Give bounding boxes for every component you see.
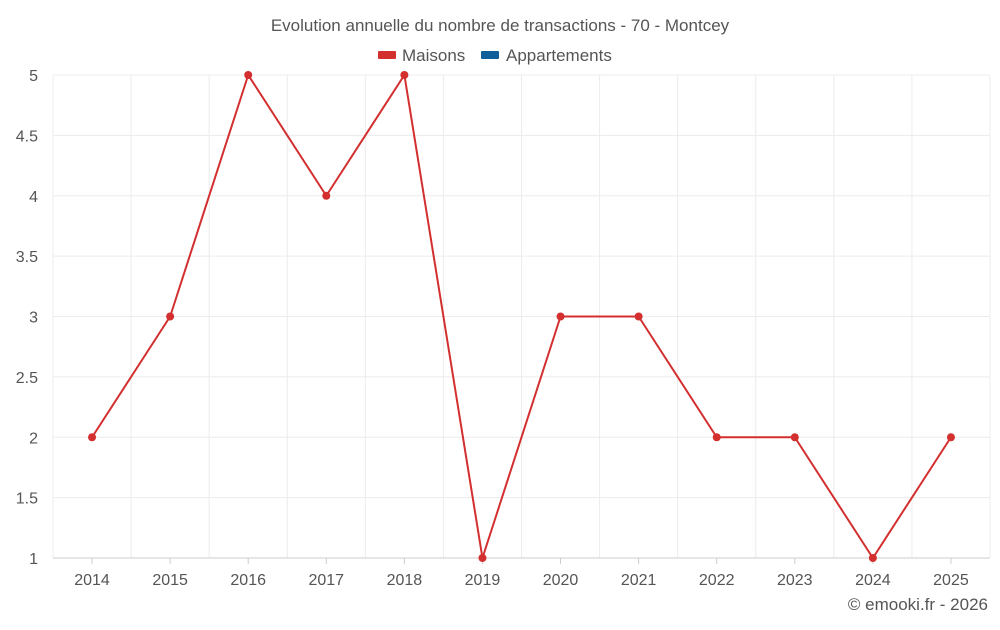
y-tick-label: 4: [29, 189, 38, 206]
data-point[interactable]: [322, 191, 331, 200]
legend-item-maisons[interactable]: Maisons: [378, 46, 465, 65]
series-group: [88, 71, 955, 562]
data-point[interactable]: [556, 312, 565, 321]
y-tick-label: 3.5: [16, 249, 38, 266]
footer-credit: © emooki.fr - 2026: [848, 595, 988, 614]
legend-swatch-appartements: [481, 51, 499, 59]
x-tick-label: 2016: [230, 572, 266, 589]
data-point[interactable]: [478, 554, 487, 562]
data-point[interactable]: [868, 554, 877, 562]
x-tick-label: 2017: [308, 572, 344, 589]
y-axis-ticks: 1 1.5 2 2.5 3 3.5 4 4.5 5: [16, 68, 38, 568]
data-point[interactable]: [946, 433, 955, 442]
x-tick-label: 2023: [777, 572, 813, 589]
grid-lines: [52, 74, 991, 558]
data-point[interactable]: [166, 312, 175, 321]
data-point[interactable]: [790, 433, 799, 442]
x-tick-label: 2019: [465, 572, 501, 589]
legend-swatch-maisons: [378, 51, 396, 59]
x-tick-label: 2024: [855, 572, 891, 589]
legend: Maisons Appartements: [378, 46, 612, 65]
y-tick-label: 1: [29, 551, 38, 568]
x-tick-label: 2018: [387, 572, 423, 589]
x-tick-label: 2025: [933, 572, 969, 589]
x-tick-label: 2021: [621, 572, 657, 589]
y-tick-label: 4.5: [16, 128, 38, 145]
y-tick-label: 1.5: [16, 491, 38, 508]
data-point[interactable]: [634, 312, 643, 321]
x-axis-ticks: 2014 2015 2016 2017 2018 2019 2020 2021 2022 2023…: [74, 558, 969, 589]
x-tick-label: 2014: [74, 572, 110, 589]
legend-label-appartements: Appartements: [506, 46, 612, 65]
data-point[interactable]: [88, 433, 97, 442]
data-point[interactable]: [712, 433, 721, 442]
y-tick-label: 5: [29, 68, 38, 85]
legend-label-maisons: Maisons: [402, 46, 465, 65]
data-point[interactable]: [244, 71, 253, 79]
y-tick-label: 2: [29, 430, 38, 447]
data-point[interactable]: [400, 71, 409, 79]
chart-title: Evolution annuelle du nombre de transact…: [271, 16, 730, 35]
x-tick-label: 2020: [543, 572, 579, 589]
x-tick-label: 2015: [152, 572, 188, 589]
y-tick-label: 3: [29, 310, 38, 327]
legend-item-appartements[interactable]: Appartements: [481, 46, 612, 65]
series-line-maisons: [91, 74, 952, 559]
y-tick-label: 2.5: [16, 370, 38, 387]
x-tick-label: 2022: [699, 572, 735, 589]
